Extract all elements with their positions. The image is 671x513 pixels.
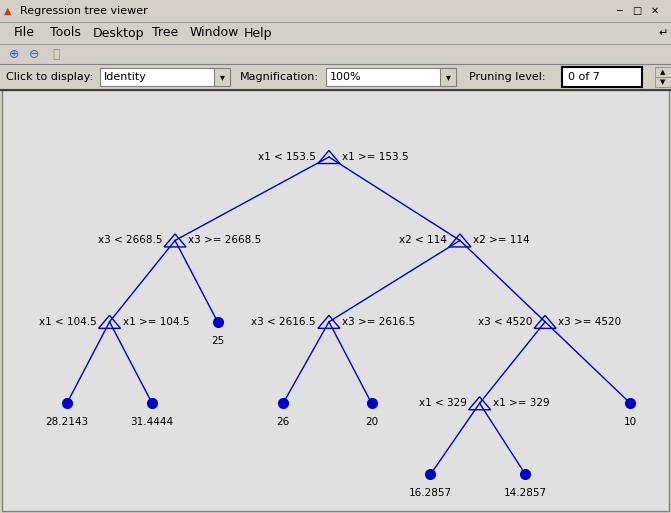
FancyBboxPatch shape [2,90,669,511]
Text: ⊖: ⊖ [29,48,39,61]
Text: 25: 25 [211,336,224,346]
Text: Tree: Tree [152,27,178,40]
Text: x3 < 4520: x3 < 4520 [478,317,532,327]
Text: Identity: Identity [104,72,147,82]
FancyBboxPatch shape [562,67,642,87]
FancyBboxPatch shape [100,68,230,86]
Text: Help: Help [244,27,272,40]
Text: x1 < 104.5: x1 < 104.5 [39,317,97,327]
Text: 26: 26 [276,417,290,427]
Text: ⊕: ⊕ [9,48,19,61]
Text: Tools: Tools [50,27,81,40]
Text: x1 < 153.5: x1 < 153.5 [258,152,316,162]
Text: File: File [14,27,35,40]
FancyBboxPatch shape [440,68,456,86]
Text: □: □ [632,6,641,16]
Text: 28.2143: 28.2143 [46,417,89,427]
Text: 14.2857: 14.2857 [504,488,547,499]
Text: 0 of 7: 0 of 7 [568,72,600,82]
Text: Regression tree viewer: Regression tree viewer [20,6,148,16]
FancyBboxPatch shape [326,68,456,86]
Text: 31.4444: 31.4444 [131,417,174,427]
FancyBboxPatch shape [0,44,671,64]
Text: ✋: ✋ [52,48,60,61]
Text: ▾: ▾ [446,72,450,82]
Text: ─: ─ [616,6,622,16]
FancyBboxPatch shape [0,22,671,44]
FancyBboxPatch shape [0,64,671,90]
Text: x3 < 2668.5: x3 < 2668.5 [97,235,162,245]
Text: Desktop: Desktop [93,27,144,40]
Text: 20: 20 [365,417,378,427]
Text: x3 >= 4520: x3 >= 4520 [558,317,621,327]
Text: ▲: ▲ [4,6,12,16]
FancyBboxPatch shape [0,0,671,22]
Text: x3 >= 2668.5: x3 >= 2668.5 [188,235,261,245]
Text: 100%: 100% [330,72,362,82]
Text: x1 >= 329: x1 >= 329 [493,398,550,408]
Text: x2 < 114: x2 < 114 [399,235,447,245]
Text: x1 >= 104.5: x1 >= 104.5 [123,317,189,327]
FancyBboxPatch shape [655,67,671,77]
Text: Window: Window [190,27,240,40]
Text: Click to display:: Click to display: [6,72,93,82]
Text: ↵: ↵ [658,28,668,38]
Text: x3 >= 2616.5: x3 >= 2616.5 [342,317,415,327]
Text: Pruning level:: Pruning level: [469,72,546,82]
Text: ▾: ▾ [219,72,224,82]
Text: x3 < 2616.5: x3 < 2616.5 [252,317,316,327]
Text: x1 < 329: x1 < 329 [419,398,466,408]
Text: 16.2857: 16.2857 [409,488,452,499]
Text: Magnification:: Magnification: [240,72,319,82]
Text: ▼: ▼ [660,79,666,85]
Text: ▲: ▲ [660,69,666,75]
Text: ✕: ✕ [651,6,659,16]
FancyBboxPatch shape [655,77,671,87]
Text: 10: 10 [623,417,637,427]
FancyBboxPatch shape [214,68,230,86]
Text: x1 >= 153.5: x1 >= 153.5 [342,152,409,162]
Text: x2 >= 114: x2 >= 114 [473,235,529,245]
